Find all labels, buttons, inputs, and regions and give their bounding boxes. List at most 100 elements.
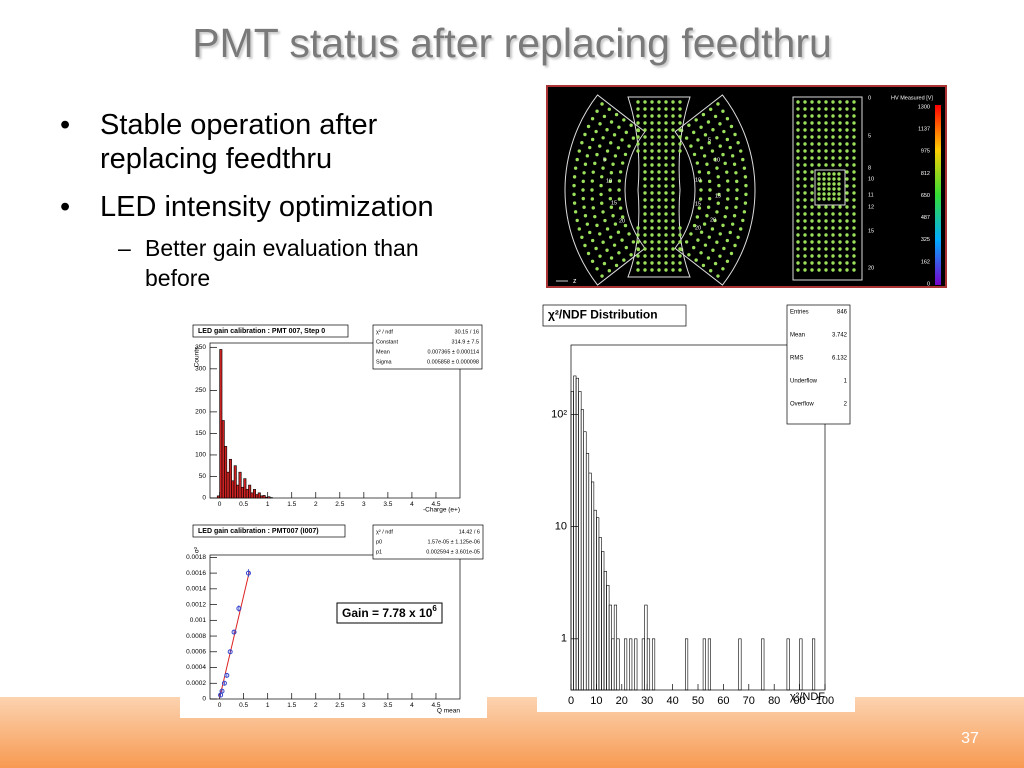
- pmt-dot: [636, 114, 640, 118]
- pmt-dot: [803, 254, 807, 258]
- pmt-dot: [845, 191, 849, 195]
- pmt-dot: [664, 247, 668, 251]
- pmt-dot: [725, 179, 730, 183]
- x-tick-label: 20: [616, 695, 628, 707]
- pmt-dot: [692, 223, 697, 228]
- pmt-dot: [817, 107, 821, 111]
- x-tick-label: 3: [362, 702, 366, 709]
- pmt-dot: [664, 114, 668, 118]
- pmt-dot: [827, 182, 831, 186]
- pmt-dot: [741, 218, 745, 223]
- pmt-dot: [831, 261, 835, 265]
- pmt-dot: [650, 170, 654, 174]
- pmt-dot: [590, 238, 595, 243]
- pmt-dot: [817, 226, 821, 230]
- pmt-dot: [832, 192, 836, 196]
- pmt-dot: [827, 192, 831, 196]
- pmt-dot: [716, 274, 720, 278]
- pmt-dot: [699, 188, 703, 192]
- pmt-dot: [601, 166, 605, 170]
- color-bar-label: 325: [921, 237, 930, 243]
- pmt-dot: [689, 144, 693, 148]
- pmt-dot: [852, 163, 856, 167]
- pmt-dot: [715, 136, 719, 140]
- pmt-dot: [671, 226, 675, 230]
- pmt-dot: [817, 240, 821, 244]
- pmt-dot: [837, 182, 841, 186]
- pmt-dot: [838, 240, 842, 244]
- pmt-dot: [636, 107, 640, 111]
- pmt-dot: [837, 192, 841, 196]
- panel-label: 20: [695, 225, 701, 231]
- pmt-dot: [699, 146, 704, 150]
- histogram-bar: [707, 638, 711, 691]
- pmt-dot: [845, 233, 849, 237]
- pmt-dot: [678, 247, 682, 251]
- pmt-dot: [650, 268, 654, 272]
- histogram-bar: [226, 471, 230, 499]
- pmt-dot: [617, 179, 622, 183]
- pmt-dot: [832, 197, 836, 201]
- x-tick-label: 2.5: [335, 702, 344, 709]
- pmt-dot: [643, 177, 647, 181]
- pmt-dot: [590, 188, 594, 192]
- stats-box: [372, 524, 484, 560]
- histogram-bar: [236, 484, 240, 499]
- pmt-dot: [664, 191, 668, 195]
- pmt-dot: [622, 118, 626, 122]
- pmt-dot: [739, 227, 743, 231]
- pmt-dot: [796, 191, 800, 195]
- pmt-dot: [734, 171, 738, 175]
- pmt-dot: [593, 214, 597, 219]
- pmt-dot: [796, 114, 800, 118]
- pmt-dot: [852, 128, 856, 132]
- pmt-dot: [599, 192, 603, 197]
- pmt-dot: [736, 235, 740, 240]
- pmt-dot: [810, 114, 814, 118]
- pmt-dot: [678, 142, 682, 146]
- pmt-dot: [598, 232, 602, 236]
- pmt-dot: [657, 247, 661, 251]
- pmt-dot: [702, 154, 707, 158]
- x-tick-label: 60: [717, 695, 729, 707]
- bullet: LED intensity optimization: [60, 190, 500, 224]
- pmt-dot: [824, 212, 828, 216]
- x-tick-label: 0: [218, 501, 222, 508]
- pmt-dot: [824, 107, 828, 111]
- pmt-dot: [580, 235, 584, 240]
- pmt-dot: [831, 205, 835, 209]
- histogram-bar: [799, 638, 803, 691]
- pmt-dot: [601, 210, 605, 214]
- y-tick-label: 1: [561, 633, 567, 645]
- pmt-dot: [824, 233, 828, 237]
- x-tick-label: 0: [568, 695, 574, 707]
- pmt-dot: [629, 123, 633, 127]
- pmt-dot: [852, 268, 856, 272]
- pmt-dot: [838, 114, 842, 118]
- pmt-dot: [810, 135, 814, 139]
- axis-label: z: [573, 278, 577, 285]
- hv-map-background: [546, 85, 947, 288]
- pmt-dot: [590, 179, 595, 183]
- pmt-dot: [796, 261, 800, 265]
- pmt-dot: [583, 132, 587, 137]
- pmt-dot: [650, 212, 654, 216]
- pmt-dot: [664, 121, 668, 125]
- pmt-dot: [678, 135, 682, 139]
- pmt-dot: [650, 240, 654, 244]
- pmt-dot: [838, 205, 842, 209]
- histogram-bar: [702, 638, 706, 691]
- pmt-dot: [623, 223, 628, 228]
- pmt-dot: [692, 130, 696, 135]
- panel-label: 20: [619, 218, 625, 224]
- x-tick-label: 2: [314, 702, 318, 709]
- pmt-dot: [711, 128, 715, 132]
- color-bar: [935, 105, 941, 285]
- pmt-dot: [671, 107, 675, 111]
- pmt-dot: [725, 137, 730, 142]
- pmt-dot: [573, 210, 578, 214]
- pmt-dot: [643, 163, 647, 167]
- pmt-dot: [735, 196, 739, 201]
- pmt-dot: [671, 233, 675, 237]
- pmt-dot: [631, 240, 636, 244]
